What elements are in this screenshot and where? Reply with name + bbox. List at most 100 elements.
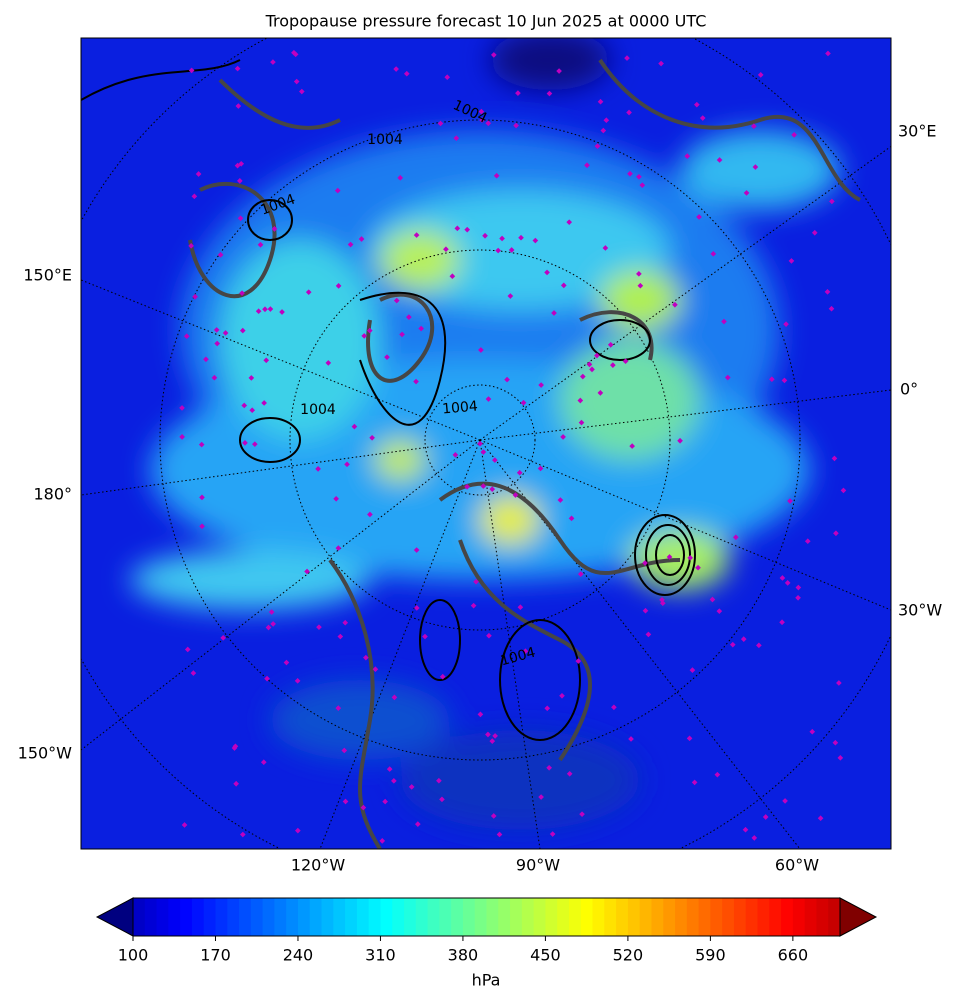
station <box>556 68 562 74</box>
station <box>496 831 503 838</box>
station <box>577 571 584 577</box>
station <box>518 234 524 241</box>
station <box>642 607 649 614</box>
colorbar-segment <box>592 898 605 936</box>
station <box>252 441 258 448</box>
station <box>626 109 632 116</box>
station <box>504 376 510 383</box>
station <box>418 325 424 332</box>
colorbar-segment <box>262 898 275 936</box>
station <box>367 511 373 518</box>
station <box>294 677 301 684</box>
colorbar-segment <box>309 898 323 936</box>
station <box>198 441 205 448</box>
colorbar-segment <box>439 898 452 936</box>
station <box>267 306 274 312</box>
station <box>566 219 573 225</box>
colorbar-tick-label: 450 <box>530 946 561 965</box>
colorbar-segment <box>392 898 405 936</box>
contours <box>81 59 696 741</box>
station <box>828 305 835 312</box>
station <box>809 728 816 735</box>
colorbar-segment <box>250 898 264 936</box>
station <box>203 356 209 363</box>
station <box>666 554 673 560</box>
station <box>199 494 205 501</box>
station <box>337 633 344 640</box>
station <box>560 282 567 289</box>
lon-label: 30°W <box>898 601 942 620</box>
colorbar-segment <box>286 898 299 936</box>
station <box>742 826 749 833</box>
station <box>213 327 220 333</box>
coastlines <box>188 58 861 849</box>
station <box>384 354 390 360</box>
station <box>757 72 764 78</box>
station <box>577 397 584 404</box>
station <box>315 466 321 472</box>
station <box>492 733 498 739</box>
lon-label: 0° <box>900 380 918 399</box>
contour-label: 1004 <box>367 132 403 148</box>
contour-label: 1004 <box>442 398 479 417</box>
station <box>795 584 802 591</box>
station <box>265 624 272 631</box>
contour-label: 1004 <box>300 402 336 418</box>
station <box>341 747 348 754</box>
station <box>358 236 365 242</box>
station <box>716 157 723 163</box>
station <box>363 654 369 661</box>
station <box>544 705 551 712</box>
colorbar-segment <box>521 898 535 936</box>
station <box>406 314 412 320</box>
station <box>507 293 514 299</box>
colorbar-segment <box>804 898 817 936</box>
station <box>696 214 702 220</box>
station <box>546 764 552 771</box>
station <box>779 619 785 626</box>
station <box>454 225 461 232</box>
station <box>191 193 198 200</box>
station <box>490 813 497 819</box>
station <box>499 235 505 242</box>
station <box>393 66 399 72</box>
colorbar-segment <box>274 898 287 936</box>
station <box>752 164 759 170</box>
station <box>211 374 218 381</box>
colorbar-segment <box>781 898 794 936</box>
colorbar-segment <box>321 898 334 936</box>
station <box>699 115 706 121</box>
station <box>397 175 404 181</box>
station <box>239 290 245 296</box>
station <box>270 621 276 627</box>
station <box>239 327 246 334</box>
station <box>351 423 358 430</box>
station <box>403 70 410 77</box>
colorbar-segment <box>227 898 240 936</box>
station <box>369 434 375 441</box>
station <box>443 246 449 253</box>
colorbar-segment <box>568 898 582 936</box>
station <box>557 497 564 503</box>
station <box>379 838 386 844</box>
station <box>386 766 393 772</box>
station <box>636 271 642 277</box>
colorbar-segment <box>698 898 711 936</box>
station <box>751 835 758 841</box>
station <box>439 796 445 803</box>
station <box>470 602 477 609</box>
station <box>222 330 229 336</box>
station <box>199 523 205 530</box>
station <box>366 327 373 334</box>
colorbar-tick-label: 590 <box>695 946 726 965</box>
colorbar-tick-label: 170 <box>200 946 231 965</box>
lon-label: 150°E <box>23 266 72 285</box>
colorbar-segment <box>627 898 641 936</box>
station <box>255 308 262 315</box>
station <box>261 400 267 406</box>
station <box>825 50 831 57</box>
colorbar-segment <box>356 898 370 936</box>
colorbar-segment <box>333 898 346 936</box>
station <box>762 814 769 820</box>
